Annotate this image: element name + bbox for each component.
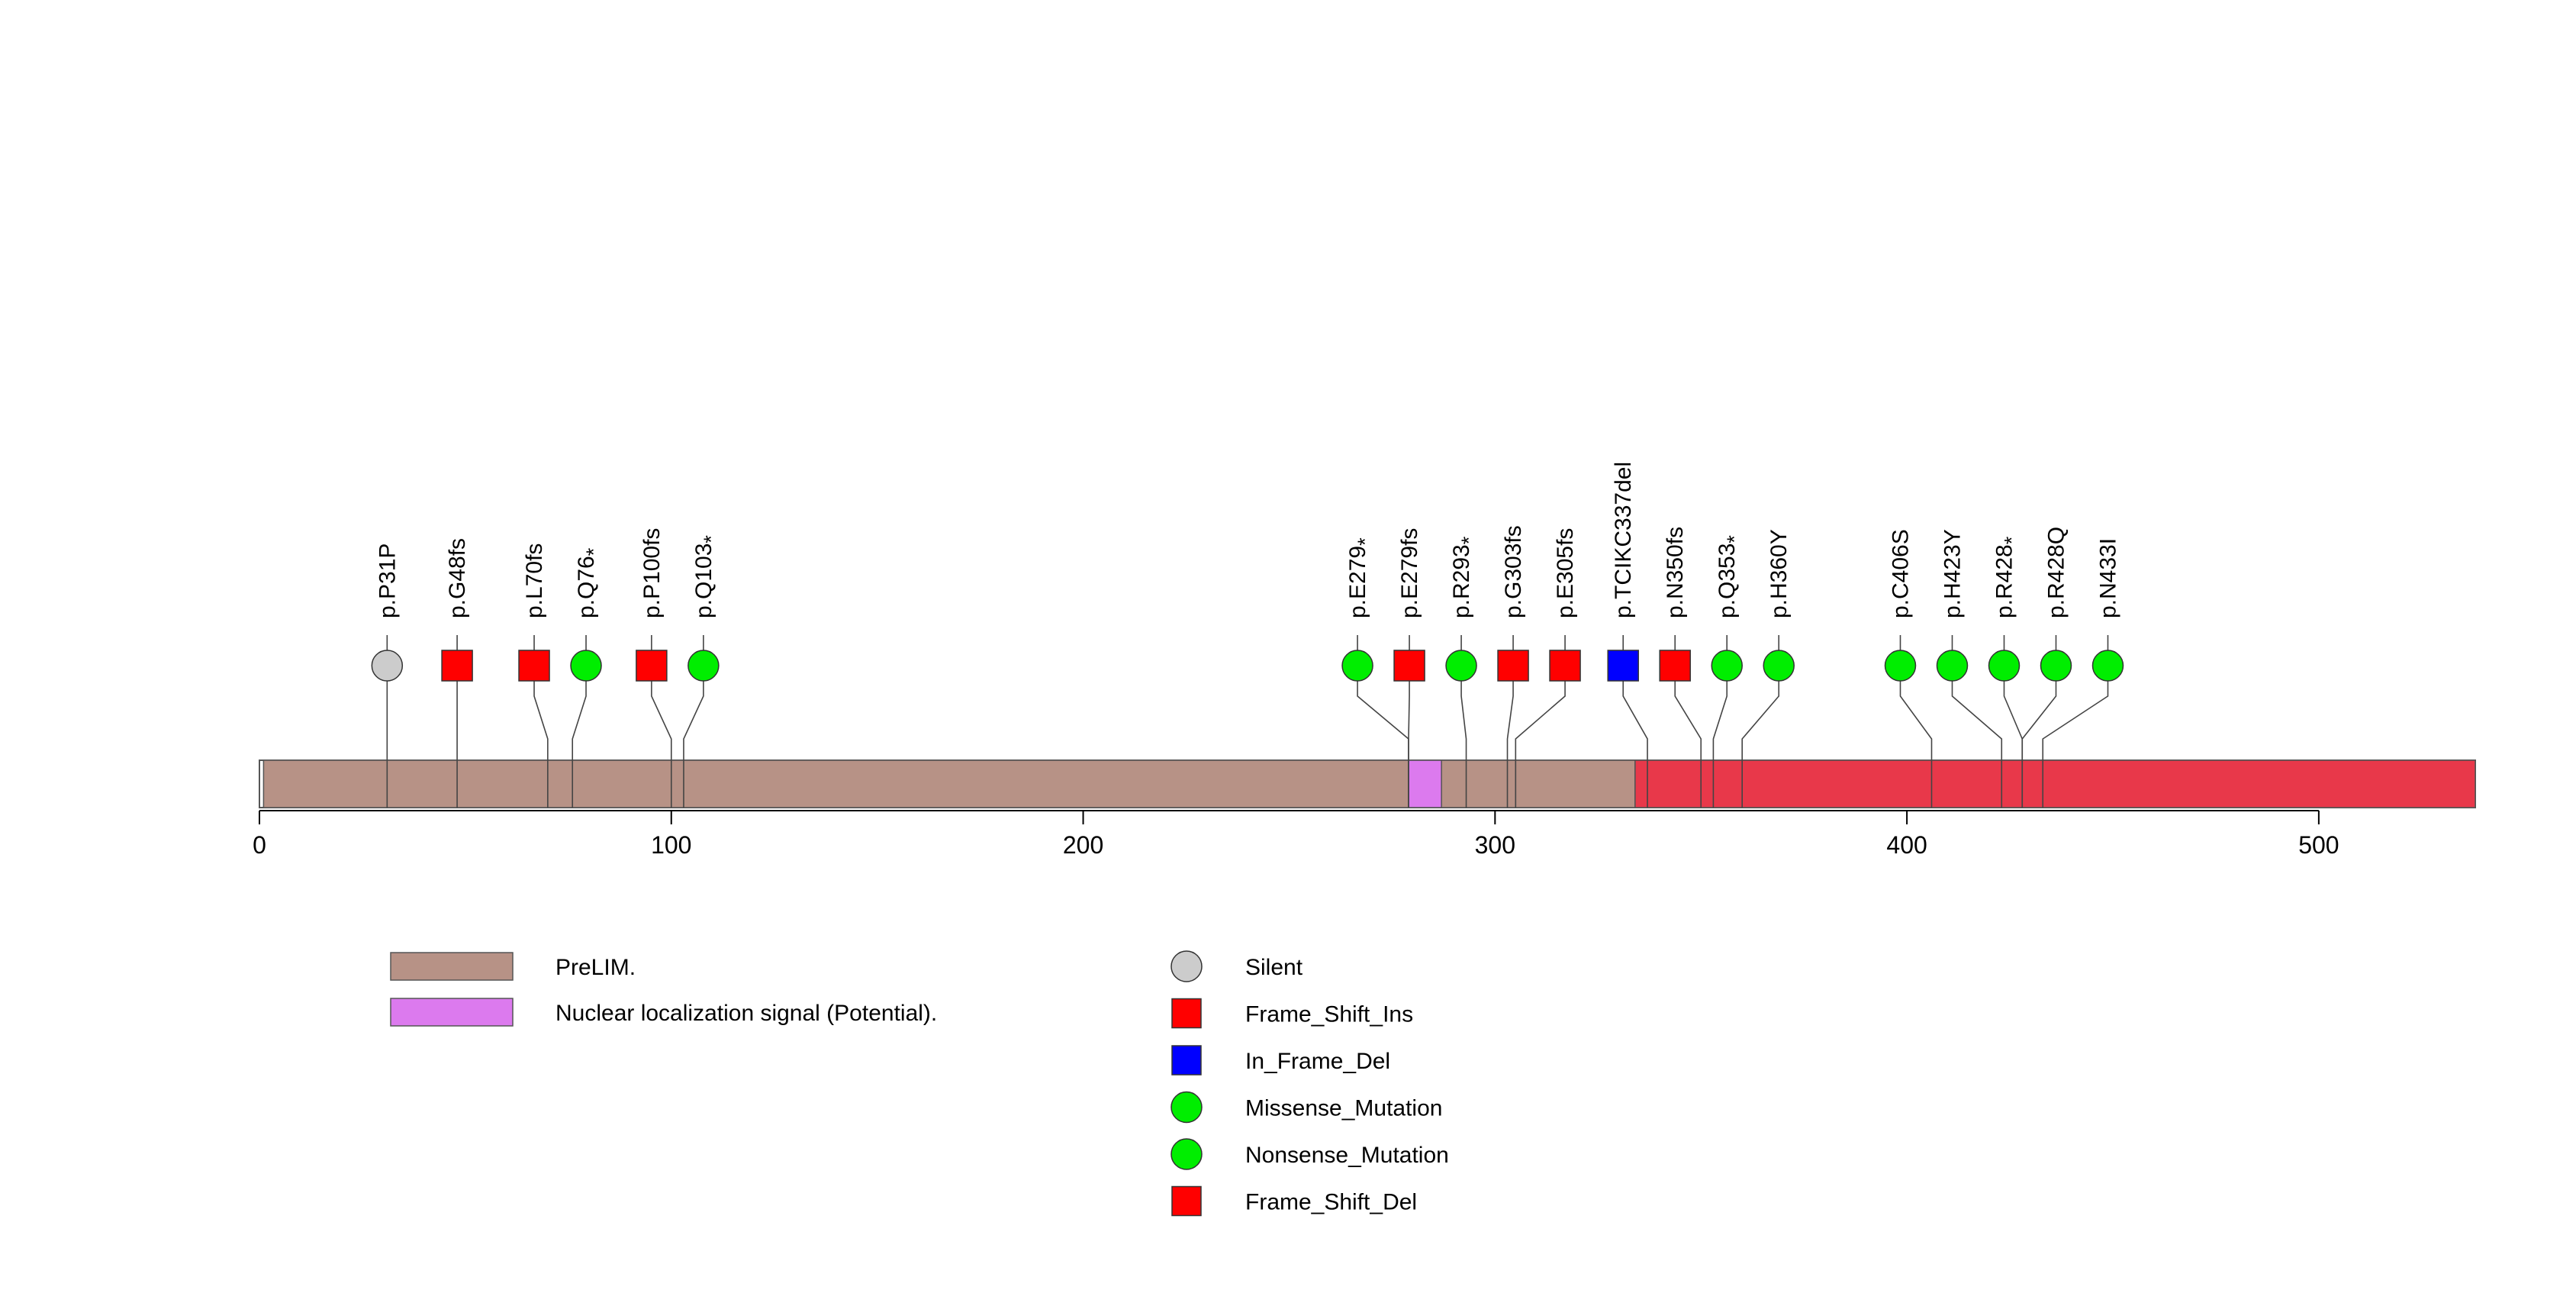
marker-6 bbox=[1341, 650, 1373, 682]
marker-4 bbox=[636, 650, 668, 682]
mutation-label-13: p.Q353* bbox=[1715, 535, 1746, 618]
mutation-label-3: p.Q76* bbox=[574, 547, 605, 618]
marker-1 bbox=[441, 650, 473, 682]
mutation-label-2: p.L70fs bbox=[522, 543, 547, 618]
axis-tick-label-4: 400 bbox=[1886, 831, 1927, 859]
legend-mutation-label-0: Silent bbox=[1245, 955, 1303, 980]
marker-16 bbox=[1936, 650, 1969, 682]
mutation-label-16: p.H423Y bbox=[1940, 529, 1965, 618]
position-axis: 0 100 200 300 400 500 bbox=[253, 810, 2339, 859]
axis-tick-label-3: 300 bbox=[1475, 831, 1515, 859]
mutation-label-18: p.R428Q bbox=[2043, 527, 2069, 618]
mutation-label-14: p.H360Y bbox=[1766, 529, 1792, 618]
legend-mutation-label-1: Frame_Shift_Ins bbox=[1245, 1002, 1413, 1027]
legend-mutation-symbol-1 bbox=[1171, 998, 1202, 1029]
marker-2 bbox=[518, 650, 550, 682]
legend-domain-label-0: PreLIM. bbox=[555, 955, 636, 980]
marker-7 bbox=[1393, 650, 1425, 682]
legend-mutation-symbol-5 bbox=[1171, 1185, 1202, 1217]
legend: PreLIM. Nuclear localization signal (Pote… bbox=[390, 950, 1449, 1217]
legend-mutation-symbol-3 bbox=[1170, 1091, 1203, 1124]
mutation-label-10: p.E305fs bbox=[1553, 528, 1578, 618]
legend-mutation-symbol-0 bbox=[1170, 950, 1203, 982]
legend-domain-label-1: Nuclear localization signal (Potential). bbox=[555, 1001, 937, 1026]
legend-mutation-symbol-4 bbox=[1170, 1138, 1203, 1170]
marker-19 bbox=[2091, 650, 2124, 682]
marker-13 bbox=[1711, 650, 1743, 682]
axis-tick-label-5: 500 bbox=[2298, 831, 2339, 859]
mutation-label-9: p.G303fs bbox=[1501, 525, 1526, 618]
mutation-label-4: p.P100fs bbox=[639, 528, 665, 618]
legend-domain-swatch-0 bbox=[390, 952, 514, 981]
marker-17 bbox=[1988, 650, 2021, 682]
mutation-label-1: p.G48fs bbox=[445, 538, 470, 618]
marker-12 bbox=[1659, 650, 1691, 682]
marker-0 bbox=[371, 650, 404, 682]
marker-9 bbox=[1497, 650, 1529, 682]
axis-tick-label-2: 200 bbox=[1063, 831, 1103, 859]
legend-domain-swatch-1 bbox=[390, 998, 514, 1027]
mutation-label-11: p.TCIKC337del bbox=[1611, 462, 1636, 618]
mutation-label-0: p.P31P bbox=[375, 543, 400, 618]
domain-0 bbox=[262, 759, 1636, 808]
mutation-markers bbox=[371, 650, 2124, 682]
axis-tick-label-1: 100 bbox=[651, 831, 691, 859]
mutation-label-7: p.E279fs bbox=[1397, 528, 1422, 618]
legend-mutation-label-5: Frame_Shift_Del bbox=[1245, 1190, 1417, 1215]
domain-2 bbox=[1634, 759, 2476, 808]
marker-15 bbox=[1884, 650, 1917, 682]
marker-5 bbox=[687, 650, 720, 682]
legend-mutation-label-4: Nonsense_Mutation bbox=[1245, 1143, 1449, 1168]
legend-mutation-symbol-2 bbox=[1171, 1045, 1202, 1076]
marker-8 bbox=[1445, 650, 1477, 682]
mutation-label-8: p.R293* bbox=[1449, 536, 1480, 618]
marker-18 bbox=[2040, 650, 2072, 682]
domain-1 bbox=[1408, 759, 1442, 808]
mutation-label-19: p.N433I bbox=[2095, 538, 2120, 618]
marker-11 bbox=[1607, 650, 1639, 682]
mutation-label-6: p.E279* bbox=[1345, 537, 1377, 618]
mutation-labels: p.P31P p.G48fs p.L70fs p.Q76* p.P100fs p.Q103… bbox=[375, 462, 2120, 618]
marker-14 bbox=[1763, 650, 1795, 682]
marker-10 bbox=[1549, 650, 1581, 682]
mutation-label-17: p.R428* bbox=[1992, 536, 2023, 618]
marker-3 bbox=[570, 650, 602, 682]
mutation-label-15: p.C406S bbox=[1888, 529, 1913, 618]
mutation-label-5: p.Q103* bbox=[691, 535, 723, 618]
legend-mutation-label-3: Missense_Mutation bbox=[1245, 1096, 1442, 1121]
legend-mutation-label-2: In_Frame_Del bbox=[1245, 1049, 1390, 1074]
axis-tick-label-0: 0 bbox=[253, 831, 266, 859]
protein-domains bbox=[259, 759, 2476, 808]
mutation-label-12: p.N350fs bbox=[1663, 527, 1688, 618]
